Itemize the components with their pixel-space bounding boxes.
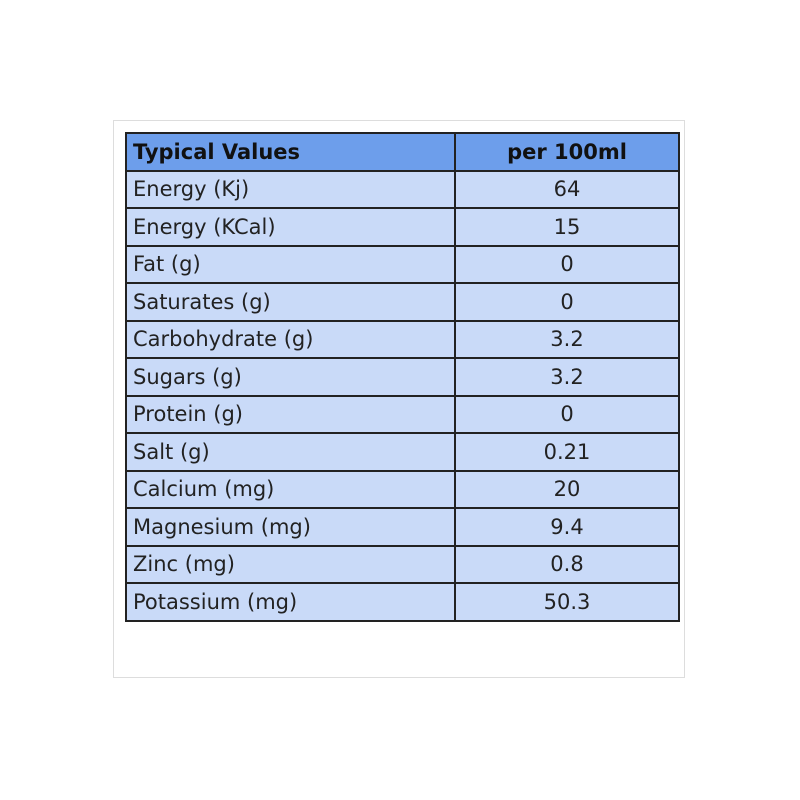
nutrient-cell: Fat (g) bbox=[125, 244, 456, 284]
value-cell: 0 bbox=[454, 394, 680, 434]
table-row: Magnesium (mg) 9.4 bbox=[125, 507, 680, 547]
nutrient-cell: Sugars (g) bbox=[125, 357, 456, 397]
value-cell: 3.2 bbox=[454, 357, 680, 397]
header-cell: Typical Values bbox=[125, 132, 456, 172]
value-cell: 0.8 bbox=[454, 544, 680, 584]
table-row: Fat (g) 0 bbox=[125, 244, 680, 284]
nutrient-cell: Magnesium (mg) bbox=[125, 507, 456, 547]
nutrient-cell: Energy (Kj) bbox=[125, 169, 456, 209]
nutrient-cell: Protein (g) bbox=[125, 394, 456, 434]
nutrient-cell: Saturates (g) bbox=[125, 282, 456, 322]
table-row: Zinc (mg) 0.8 bbox=[125, 544, 680, 584]
header-cell: per 100ml bbox=[454, 132, 680, 172]
table-row: Carbohydrate (g) 3.2 bbox=[125, 319, 680, 359]
value-cell: 0 bbox=[454, 282, 680, 322]
value-cell: 0 bbox=[454, 244, 680, 284]
value-cell: 50.3 bbox=[454, 582, 680, 622]
nutrient-cell: Carbohydrate (g) bbox=[125, 319, 456, 359]
table-row: Saturates (g) 0 bbox=[125, 282, 680, 322]
card: Typical Values per 100ml Energy (Kj) 64 Ener… bbox=[113, 120, 685, 678]
nutrient-cell: Calcium (mg) bbox=[125, 469, 456, 509]
value-cell: 20 bbox=[454, 469, 680, 509]
nutrient-cell: Zinc (mg) bbox=[125, 544, 456, 584]
header-row: Typical Values per 100ml bbox=[125, 132, 680, 172]
nutrient-cell: Energy (KCal) bbox=[125, 207, 456, 247]
nutrition-table: Typical Values per 100ml Energy (Kj) 64 Ener… bbox=[125, 132, 680, 622]
table-row: Sugars (g) 3.2 bbox=[125, 357, 680, 397]
table-row: Energy (KCal) 15 bbox=[125, 207, 680, 247]
table-row: Salt (g) 0.21 bbox=[125, 432, 680, 472]
table-row: Protein (g) 0 bbox=[125, 394, 680, 434]
value-cell: 15 bbox=[454, 207, 680, 247]
nutrient-cell: Salt (g) bbox=[125, 432, 456, 472]
value-cell: 0.21 bbox=[454, 432, 680, 472]
table-row: Potassium (mg) 50.3 bbox=[125, 582, 680, 622]
table-row: Energy (Kj) 64 bbox=[125, 169, 680, 209]
value-cell: 9.4 bbox=[454, 507, 680, 547]
table-row: Calcium (mg) 20 bbox=[125, 469, 680, 509]
value-cell: 3.2 bbox=[454, 319, 680, 359]
value-cell: 64 bbox=[454, 169, 680, 209]
nutrient-cell: Potassium (mg) bbox=[125, 582, 456, 622]
